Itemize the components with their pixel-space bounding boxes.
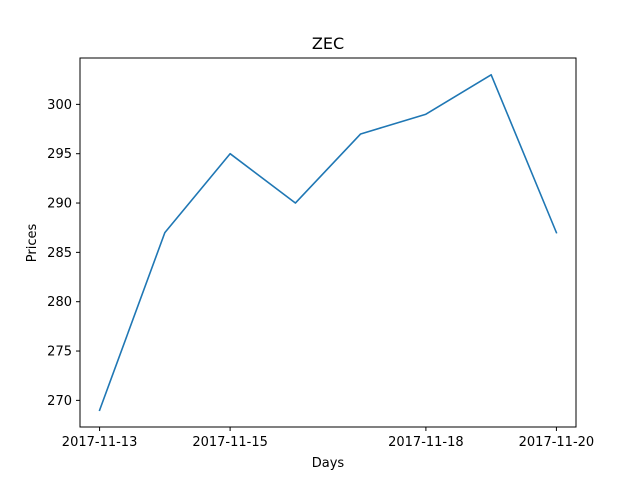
series-layer	[98, 73, 558, 412]
x-tick-label: 2017-11-18	[388, 435, 464, 450]
y-axis: 270 275 280 285 290 295 300	[47, 98, 80, 409]
x-tick-label: 2017-11-20	[519, 435, 595, 450]
y-tick-label: 285	[47, 246, 72, 261]
chart-title: ZEC	[312, 34, 344, 53]
x-tick-label: 2017-11-13	[62, 435, 138, 450]
series-line-0	[98, 73, 558, 412]
y-tick-label: 270	[47, 394, 72, 409]
plot-area	[80, 58, 576, 427]
y-tick-label: 290	[47, 197, 72, 212]
y-tick-label: 280	[47, 295, 72, 310]
x-tick-label: 2017-11-15	[192, 435, 268, 450]
plot-frame	[79, 57, 577, 428]
x-axis: 2017-11-13 2017-11-15 2017-11-18 2017-11-20	[62, 427, 594, 450]
x-axis-label: Days	[312, 456, 345, 471]
y-tick-label: 300	[47, 98, 72, 113]
y-tick-label: 275	[47, 345, 72, 360]
y-tick-label: 295	[47, 147, 72, 162]
y-axis-label: Prices	[25, 224, 40, 263]
